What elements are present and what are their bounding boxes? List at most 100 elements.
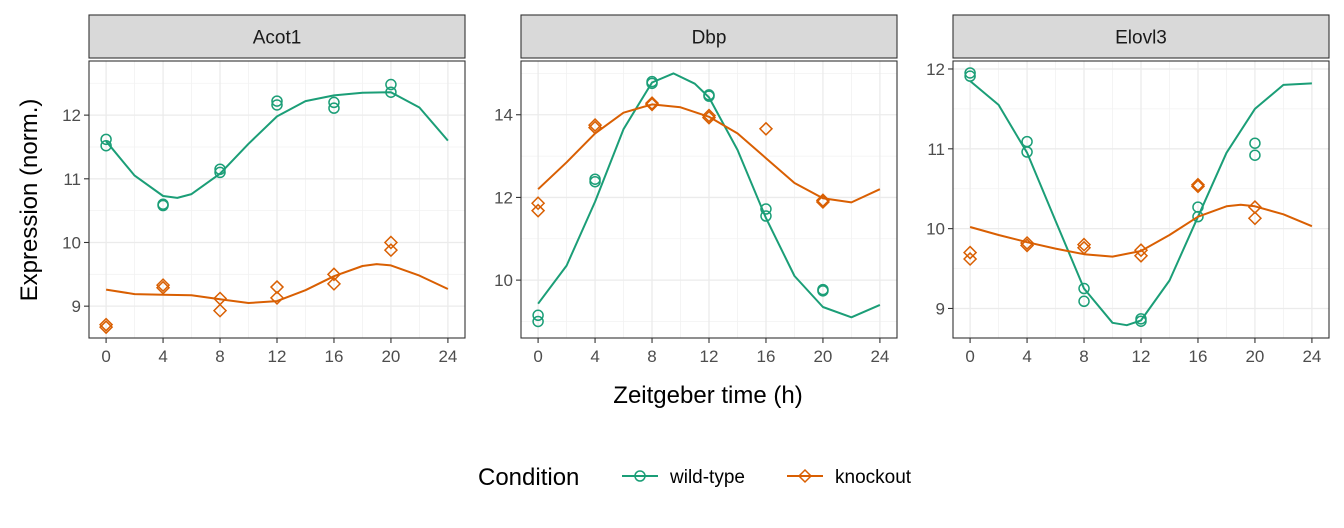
y-tick-label: 11	[63, 170, 81, 189]
data-point-knockout	[587, 118, 603, 133]
data-point-wild-type	[214, 163, 226, 176]
data-point-wild-type	[385, 86, 397, 98]
data-point-knockout	[212, 303, 228, 318]
x-tick-label: 4	[1022, 347, 1031, 366]
data-point-knockout	[701, 110, 717, 125]
x-tick-label: 0	[533, 347, 542, 366]
legend-label: knockout	[835, 467, 912, 488]
x-tick-label: 0	[101, 347, 110, 366]
data-point-wild-type	[1192, 210, 1204, 223]
x-axis-title: Zeitgeber time (h)	[613, 382, 802, 409]
x-tick-label: 24	[870, 347, 889, 366]
data-point-knockout	[326, 276, 342, 291]
x-tick-label: 12	[700, 347, 719, 366]
data-point-knockout	[815, 194, 831, 210]
x-tick-label: 8	[1079, 347, 1088, 366]
x-tick-label: 8	[215, 347, 224, 366]
data-point-wild-type	[1078, 282, 1090, 295]
x-tick-label: 16	[1189, 347, 1208, 366]
x-tick-label: 20	[1245, 347, 1264, 366]
y-tick-label: 12	[62, 106, 81, 125]
x-tick-label: 4	[158, 347, 167, 366]
y-tick-label: 11	[927, 140, 945, 159]
data-point-knockout	[1190, 177, 1206, 192]
fit-line-knockout	[105, 263, 449, 304]
data-point-wild-type	[328, 96, 340, 109]
data-point-knockout	[155, 280, 171, 295]
data-point-knockout	[531, 203, 546, 218]
data-point-wild-type	[1135, 315, 1147, 327]
data-point-wild-type	[1249, 149, 1261, 161]
data-point-wild-type	[271, 95, 283, 107]
facet-panel: Elovl3 0 4 8 12 16 20 24 9 10 11 12	[926, 14, 1330, 366]
data-point-knockout	[99, 317, 114, 332]
data-point-wild-type	[532, 315, 544, 328]
y-tick-label: 9	[72, 297, 81, 316]
x-tick-label: 0	[965, 347, 974, 366]
y-tick-label: 9	[936, 299, 945, 318]
x-tick-label: 12	[268, 347, 287, 366]
data-point-knockout	[644, 97, 660, 112]
data-point-knockout	[1133, 248, 1149, 263]
legend-key-wild-type: wild-type	[622, 467, 745, 488]
facet-panels: Acot1 0 4 8 12 16 20 24 9 10 11 12 Dbp 0 4 8 12 16 20 24 10 1…	[62, 14, 1330, 366]
data-point-knockout	[963, 245, 978, 260]
data-point-knockout	[1076, 237, 1092, 252]
fit-line-wild-type	[969, 80, 1312, 327]
x-tick-label: 4	[590, 347, 599, 366]
data-point-knockout	[1019, 235, 1035, 251]
data-point-wild-type	[646, 77, 658, 90]
data-point-wild-type	[1078, 295, 1090, 308]
data-point-knockout	[963, 251, 978, 267]
data-point-wild-type	[703, 90, 715, 102]
x-tick-label: 16	[325, 347, 344, 366]
facet-strip-title: Dbp	[692, 28, 727, 49]
data-point-knockout	[1133, 243, 1149, 258]
legend-key-marker	[634, 470, 646, 482]
data-point-knockout	[531, 196, 546, 211]
data-point-knockout	[701, 108, 717, 123]
data-point-wild-type	[760, 203, 772, 215]
data-point-knockout	[326, 267, 342, 282]
data-point-wild-type	[760, 210, 772, 222]
data-point-knockout	[269, 279, 285, 295]
y-tick-label: 14	[494, 106, 513, 125]
data-point-knockout	[587, 120, 603, 135]
facet-panel: Dbp 0 4 8 12 16 20 24 10 12 14	[494, 14, 898, 366]
data-point-knockout	[1247, 211, 1263, 226]
data-point-wild-type	[1249, 137, 1261, 149]
data-point-wild-type	[214, 166, 226, 179]
legend-title: Condition	[478, 464, 579, 491]
facet-strip	[952, 14, 1330, 59]
data-point-wild-type	[589, 175, 601, 188]
data-point-knockout	[383, 243, 399, 258]
data-point-knockout	[155, 278, 171, 293]
data-point-knockout	[815, 193, 831, 208]
legend-key-marker	[797, 468, 813, 484]
data-point-knockout	[269, 290, 285, 305]
data-point-knockout	[99, 320, 114, 335]
legend-keys: wild-type knockout	[622, 467, 912, 488]
data-point-knockout	[758, 121, 774, 136]
x-tick-label: 8	[647, 347, 656, 366]
y-tick-label: 12	[926, 60, 945, 79]
x-tick-label: 20	[381, 347, 400, 366]
data-point-wild-type	[1021, 146, 1033, 158]
data-point-wild-type	[328, 102, 340, 114]
x-tick-label: 20	[813, 347, 832, 366]
facet-strip	[88, 14, 466, 59]
y-tick-label: 10	[926, 220, 945, 239]
y-tick-label: 10	[62, 233, 81, 252]
data-point-wild-type	[271, 99, 283, 111]
facet-strip-title: Acot1	[253, 28, 302, 49]
data-point-knockout	[1076, 240, 1092, 255]
data-point-knockout	[1019, 238, 1035, 253]
legend: Condition wild-type knockout	[478, 464, 912, 491]
y-axis-title: Expression (norm.)	[16, 99, 43, 302]
x-tick-label: 16	[757, 347, 776, 366]
legend-label: wild-type	[669, 467, 745, 488]
fit-line-wild-type	[537, 72, 881, 319]
y-tick-label: 10	[494, 271, 513, 290]
legend-key-knockout: knockout	[787, 467, 912, 488]
